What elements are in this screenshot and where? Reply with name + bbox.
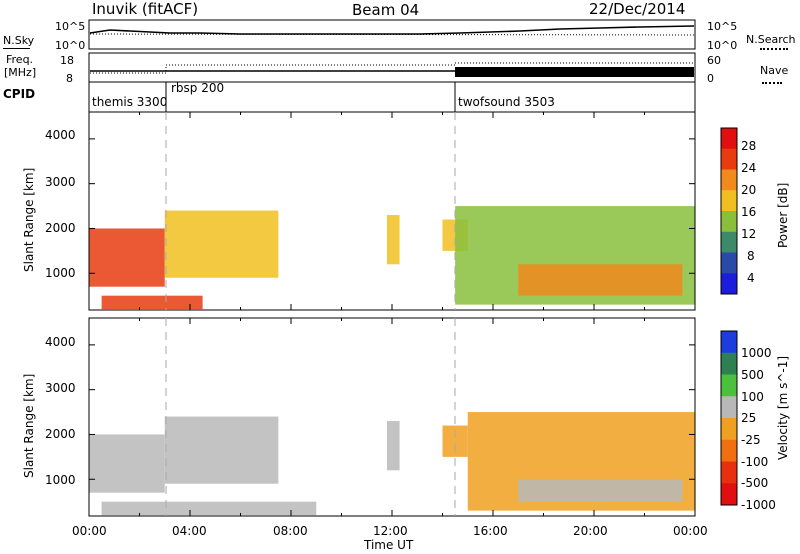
- power-cbar-tick-12: 12: [741, 227, 757, 241]
- velocity-colorbar-swatch: [721, 374, 737, 397]
- freq-tick-bottom: 8: [66, 72, 73, 85]
- nsky-legend-line: [3, 48, 30, 49]
- velocity-colorbar-swatch: [721, 331, 737, 354]
- power-colorbar-swatch: [721, 190, 737, 212]
- velocity-cbar-tick-500: 500: [741, 368, 764, 382]
- xtick-3: 12:00: [373, 524, 408, 538]
- power-ytick-4000: 4000: [45, 128, 76, 142]
- velocity-cbar-tick-minus100: -100: [741, 455, 769, 469]
- power-colorbar-frame: [720, 127, 738, 295]
- xtick-2: 08:00: [273, 524, 308, 538]
- freq-tick-top: 18: [60, 54, 74, 67]
- velocity-ytick-3000: 3000: [45, 381, 76, 395]
- power-colorbar-swatch: [721, 273, 737, 295]
- freq-series: [90, 62, 694, 74]
- power-cbar-tick-8: 8: [747, 249, 755, 263]
- velocity-echo-region-0: [89, 434, 165, 493]
- velocity-ytick-4000: 4000: [45, 335, 76, 349]
- power-colorbar-swatch: [721, 169, 737, 191]
- xtick-4: 16:00: [473, 524, 508, 538]
- nsky-series: [89, 25, 695, 35]
- freq-label-line1: Freq.: [6, 53, 34, 66]
- velocity-colorbar-swatch: [721, 418, 737, 441]
- nsky-tick-bottom: 10^0: [55, 39, 86, 52]
- velocity-cbar-tick-minus500: -500: [741, 476, 769, 490]
- freq-panel-frame: [88, 52, 696, 83]
- power-echo-region-6: [518, 264, 683, 296]
- nsearch-tick-bottom: 10^0: [707, 39, 738, 52]
- nsky-label: N.Sky: [3, 34, 35, 47]
- power-ytick-1000: 1000: [45, 266, 76, 280]
- nave-label: Nave: [760, 64, 789, 77]
- velocity-ytick-1000: 1000: [45, 473, 76, 487]
- power-colorbar-swatch: [721, 148, 737, 170]
- nsearch-label: N.Search: [746, 33, 796, 46]
- velocity-echo-layer: [89, 412, 695, 516]
- cpid-segment-1: themis 3300: [92, 95, 168, 109]
- xtick-6: 00:00: [673, 524, 708, 538]
- power-colorbar-swatch: [721, 128, 737, 150]
- velocity-colorbar-swatch: [721, 461, 737, 484]
- power-cbar-tick-4: 4: [747, 271, 755, 285]
- power-echo-region-3: [386, 215, 400, 265]
- cpid-segment-2: rbsp 200: [171, 81, 225, 95]
- beam-label: Beam 04: [352, 1, 420, 19]
- velocity-echo-region-6: [518, 479, 683, 502]
- power-echo-layer: [89, 206, 695, 310]
- xtick-0: 00:00: [72, 524, 107, 538]
- nsky-tick-top: 10^5: [55, 20, 86, 33]
- nave-tick-bottom: 0: [707, 72, 714, 85]
- cpid-segment-3: twofsound 3503: [458, 95, 555, 109]
- power-echo-region-0: [89, 228, 165, 287]
- power-echo-region-1: [164, 210, 279, 278]
- velocity-colorbar-swatch: [721, 483, 737, 506]
- velocity-cbar-tick-1000: 1000: [741, 346, 772, 360]
- velocity-ytick-2000: 2000: [45, 427, 76, 441]
- power-ytick-3000: 3000: [45, 175, 76, 189]
- power-colorbar-swatch: [721, 231, 737, 253]
- velocity-colorbar-frame: [720, 330, 738, 506]
- date-label: 22/Dec/2014: [589, 0, 686, 18]
- velocity-colorbar-swatch: [721, 352, 737, 375]
- power-cbar-tick-20: 20: [741, 183, 757, 197]
- nsearch-legend-line: [760, 48, 788, 50]
- nsky-panel-frame: [88, 19, 696, 50]
- nsearch-tick-top: 10^5: [707, 20, 738, 33]
- velocity-colorbar-swatch: [721, 439, 737, 462]
- velocity-cbar-tick-minus1000: -1000: [741, 498, 776, 512]
- xtick-5: 20:00: [573, 524, 608, 538]
- nave-dense-block: [455, 67, 694, 77]
- velocity-cbar-tick-25: 25: [741, 411, 757, 425]
- freq-label-line2: [MHz]: [4, 66, 37, 79]
- power-ytick-2000: 2000: [45, 221, 76, 235]
- axis-ticks: [88, 112, 696, 516]
- x-axis-title: Time UT: [364, 538, 414, 552]
- power-colorbar-swatch: [721, 252, 737, 274]
- nave-legend-line: [762, 82, 782, 84]
- cpid-label: CPID: [3, 87, 36, 101]
- power-cbar-tick-28: 28: [741, 139, 757, 153]
- velocity-echo-region-2: [101, 501, 317, 516]
- xtick-1: 04:00: [172, 524, 207, 538]
- site-title: Inuvik (fitACF): [92, 0, 199, 18]
- colorbars: [720, 127, 738, 506]
- power-cbar-tick-16: 16: [741, 205, 757, 219]
- power-echo-region-2: [101, 295, 203, 310]
- power-colorbar-swatch: [721, 211, 737, 233]
- nave-tick-top: 60: [707, 54, 721, 67]
- velocity-cbar-tick-100: 100: [741, 390, 764, 404]
- velocity-echo-region-3: [386, 421, 400, 471]
- velocity-colorbar-swatch: [721, 396, 737, 419]
- velocity-echo-region-1: [164, 416, 279, 484]
- velocity-cbar-tick-minus25: -25: [741, 433, 761, 447]
- power-cbar-tick-24: 24: [741, 161, 757, 175]
